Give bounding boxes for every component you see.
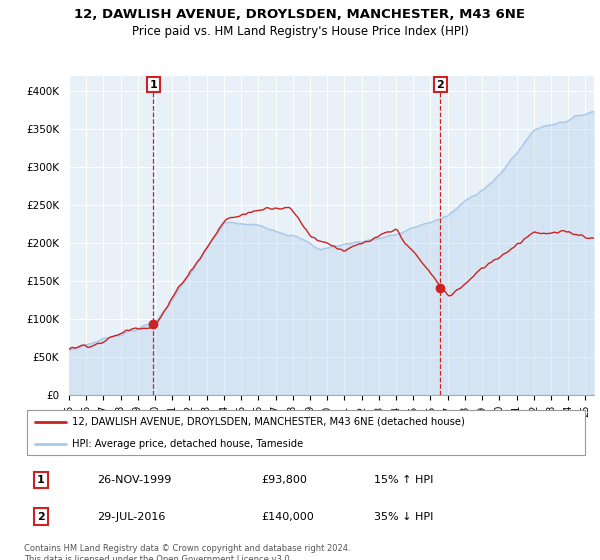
Text: 12, DAWLISH AVENUE, DROYLSDEN, MANCHESTER, M43 6NE: 12, DAWLISH AVENUE, DROYLSDEN, MANCHESTE… [74,8,526,21]
Text: £93,800: £93,800 [261,475,307,485]
Text: 15% ↑ HPI: 15% ↑ HPI [374,475,433,485]
Text: 1: 1 [149,80,157,90]
Text: Contains HM Land Registry data © Crown copyright and database right 2024.
This d: Contains HM Land Registry data © Crown c… [24,544,350,560]
Text: HPI: Average price, detached house, Tameside: HPI: Average price, detached house, Tame… [72,438,303,449]
Text: 2: 2 [37,511,45,521]
Text: 2: 2 [436,80,444,90]
Text: Price paid vs. HM Land Registry's House Price Index (HPI): Price paid vs. HM Land Registry's House … [131,25,469,38]
Text: 12, DAWLISH AVENUE, DROYLSDEN, MANCHESTER, M43 6NE (detached house): 12, DAWLISH AVENUE, DROYLSDEN, MANCHESTE… [72,417,465,427]
Text: 26-NOV-1999: 26-NOV-1999 [97,475,172,485]
Text: £140,000: £140,000 [261,511,314,521]
Text: 35% ↓ HPI: 35% ↓ HPI [374,511,433,521]
FancyBboxPatch shape [27,410,585,455]
Text: 1: 1 [37,475,45,485]
Text: 29-JUL-2016: 29-JUL-2016 [97,511,166,521]
